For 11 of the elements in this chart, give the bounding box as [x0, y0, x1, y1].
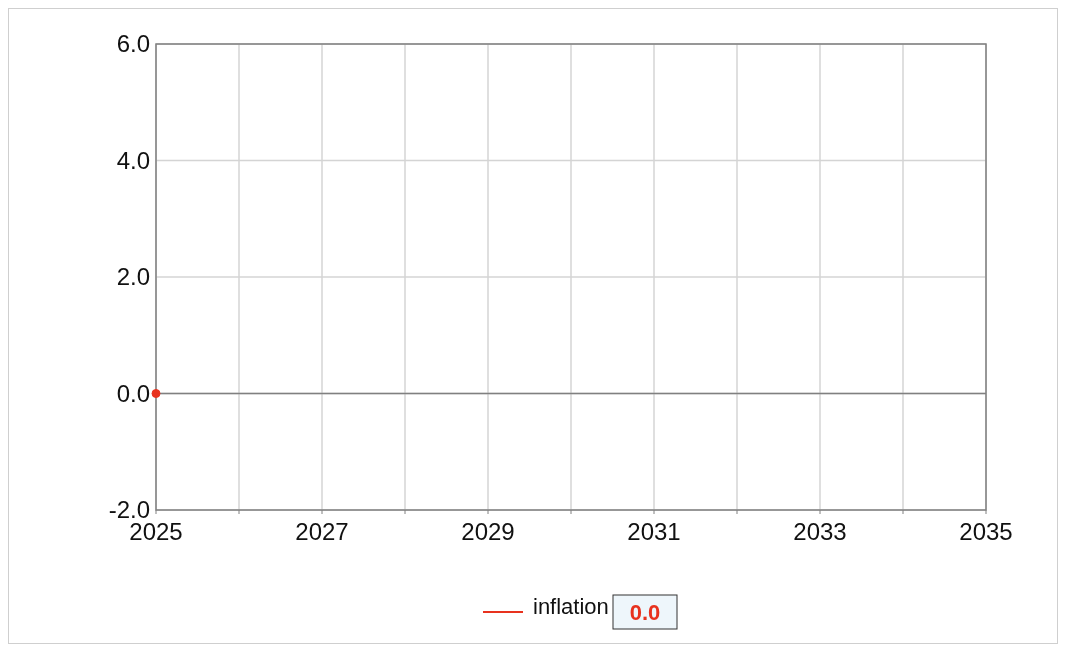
y-tick-label: 0.0: [116, 379, 150, 407]
text: 0.0: [629, 600, 661, 625]
y-tick-label: 6.0: [116, 30, 150, 58]
x-tick-label: 2027: [295, 518, 349, 545]
y-tick-label: 4.0: [116, 146, 150, 174]
x-tick-label: 2035: [959, 518, 1013, 545]
y-tick-label: 2.0: [116, 263, 150, 291]
x-tick-label: 2029: [461, 518, 515, 545]
legend-label: inflation: [533, 594, 609, 620]
x-tick-label: 2033: [793, 518, 847, 545]
x-tick-label: 2031: [627, 518, 681, 545]
